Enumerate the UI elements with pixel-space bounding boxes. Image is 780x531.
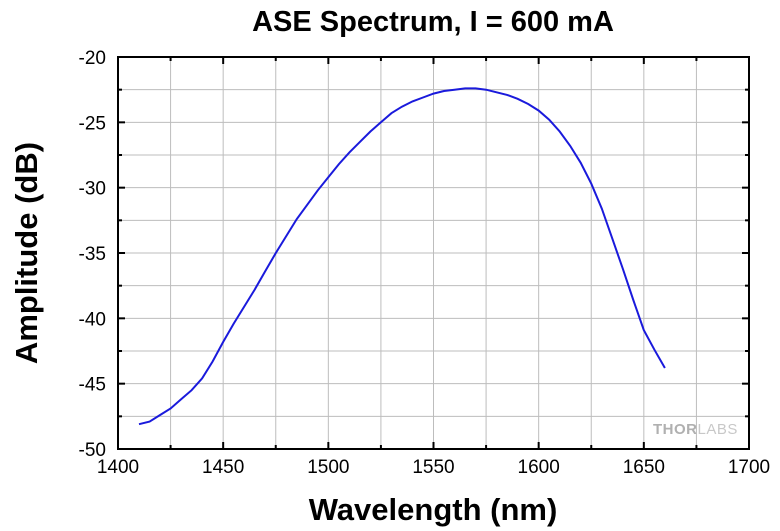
y-tick-label: -50 (79, 440, 106, 461)
x-tick-labels: 1400 1450 1500 1550 1600 1650 1700 (97, 457, 770, 478)
y-tick-labels: -20 -25 -30 -35 -40 -45 -50 (79, 48, 106, 461)
gridlines (118, 57, 749, 449)
y-axis-label: Amplitude (dB) (9, 142, 44, 364)
x-tick-label: 1500 (307, 457, 349, 478)
x-tick-label: 1450 (202, 457, 244, 478)
x-tick-label: 1400 (97, 457, 139, 478)
y-tick-label: -40 (79, 309, 106, 330)
x-tick-label: 1550 (412, 457, 454, 478)
x-tick-label: 1650 (623, 457, 665, 478)
y-tick-label: -20 (79, 48, 106, 69)
thorlabs-watermark: THORLABS (653, 421, 738, 438)
y-tick-label: -35 (79, 244, 106, 265)
ase-spectrum-line (138, 87, 666, 426)
x-tick-label: 1600 (518, 457, 560, 478)
y-tick-label: -45 (79, 375, 106, 396)
x-tick-label: 1700 (728, 457, 770, 478)
chart-title: ASE Spectrum, I = 600 mA (252, 6, 614, 38)
y-tick-label: -25 (79, 113, 106, 134)
plot-frame (117, 56, 750, 450)
y-tick-label: -30 (79, 179, 106, 200)
x-axis-label: Wavelength (nm) (309, 492, 558, 527)
